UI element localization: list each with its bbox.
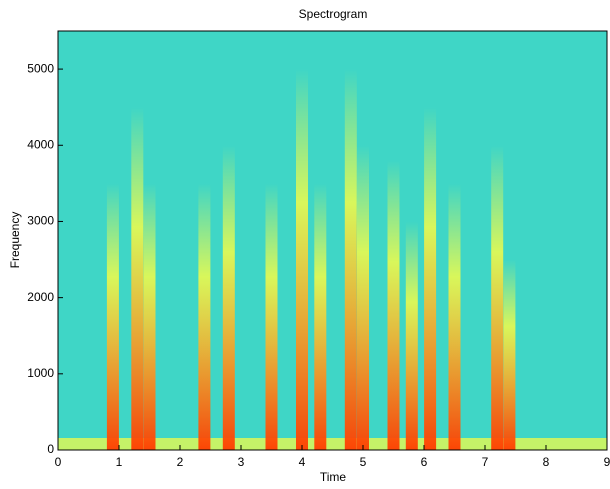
y-tick-label: 3000 [27,214,54,228]
y-axis-label: Frequency [8,212,22,269]
y-tick-label: 5000 [27,61,54,75]
energy-burst [344,69,357,450]
energy-burst [131,107,144,450]
low-band [58,438,607,450]
x-tick-label: 7 [482,455,489,469]
x-tick-label: 9 [604,455,610,469]
x-tick-label: 8 [543,455,550,469]
energy-burst [448,183,461,450]
y-tick-label: 4000 [27,137,54,151]
energy-burst [387,160,400,450]
energy-burst [357,145,369,451]
energy-burst [265,183,278,450]
x-tick-label: 4 [299,455,306,469]
energy-burst [222,145,235,451]
x-axis-label: Time [320,470,347,484]
chart-title: Spectrogram [299,7,368,21]
x-tick-label: 3 [238,455,245,469]
energy-burst [314,183,327,450]
y-tick-label: 1000 [27,366,54,380]
plot-frame [57,30,608,451]
energy-burst [198,183,211,450]
energy-burst [491,145,504,451]
energy-burst [405,221,418,450]
energy-burst [424,107,437,450]
energy-burst [503,259,516,450]
x-tick-label: 1 [116,455,123,469]
x-tick-label: 5 [360,455,367,469]
energy-burst [296,69,308,450]
x-tick-label: 0 [55,455,62,469]
x-tick-label: 6 [421,455,428,469]
x-tick-label: 2 [177,455,184,469]
energy-burst [143,183,156,450]
energy-burst [106,183,119,450]
y-tick-label: 0 [47,442,54,456]
y-tick-label: 2000 [27,290,54,304]
